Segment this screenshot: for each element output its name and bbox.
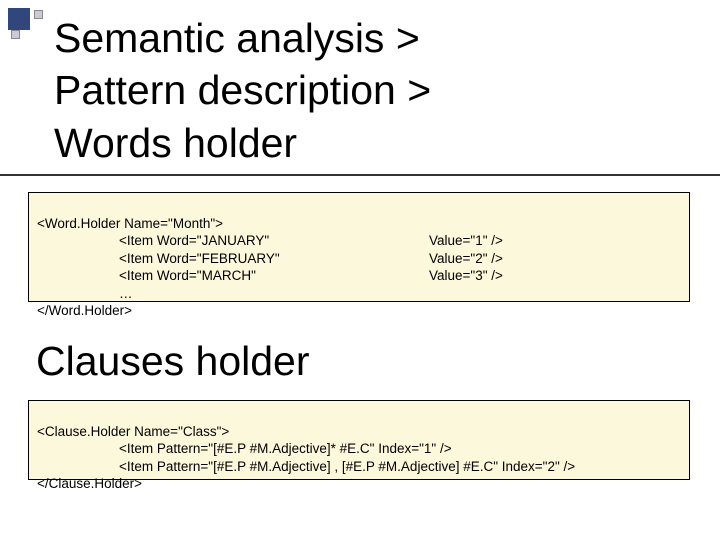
title-line-2: Pattern description > — [54, 64, 431, 116]
title-line-1: Semantic analysis > — [54, 12, 431, 64]
bullet-small-square-top — [34, 10, 43, 19]
slide-subtitle: Clauses holder — [36, 338, 310, 385]
bullet-main-square — [8, 8, 30, 30]
wordholder-item-2-left: <Item Word="FEBRUARY" — [119, 250, 429, 268]
wordholder-item-1-left: <Item Word="JANUARY" — [119, 232, 429, 250]
wordholder-item-1-right: Value="1" /> — [429, 233, 503, 248]
wordholder-close: </Word.Holder> — [37, 303, 132, 318]
clauseholder-close: </Clause.Holder> — [37, 476, 142, 491]
wordholder-item-3-left: <Item Word="MARCH" — [119, 267, 429, 285]
clauseholder-code-block: <Clause.Holder Name="Class"> <Item Patte… — [28, 400, 690, 480]
slide-bullet-decoration — [8, 8, 44, 44]
wordholder-code-block: <Word.Holder Name="Month"> <Item Word="J… — [28, 192, 690, 302]
clauseholder-open: <Clause.Holder Name="Class"> — [37, 424, 229, 439]
wordholder-item-3-right: Value="3" /> — [429, 268, 503, 283]
bullet-small-square-bottom — [11, 30, 20, 39]
clauseholder-item-2: <Item Pattern="[#E.P #M.Adjective] , [#E… — [119, 459, 575, 474]
clauseholder-item-1: <Item Pattern="[#E.P #M.Adjective]* #E.C… — [119, 441, 452, 456]
wordholder-item-2-right: Value="2" /> — [429, 251, 503, 266]
wordholder-open: <Word.Holder Name="Month"> — [37, 216, 223, 231]
title-line-3: Words holder — [54, 117, 431, 169]
slide-title: Semantic analysis > Pattern description … — [54, 12, 431, 169]
wordholder-ellipsis: … — [119, 286, 133, 301]
title-separator-line — [0, 174, 720, 176]
